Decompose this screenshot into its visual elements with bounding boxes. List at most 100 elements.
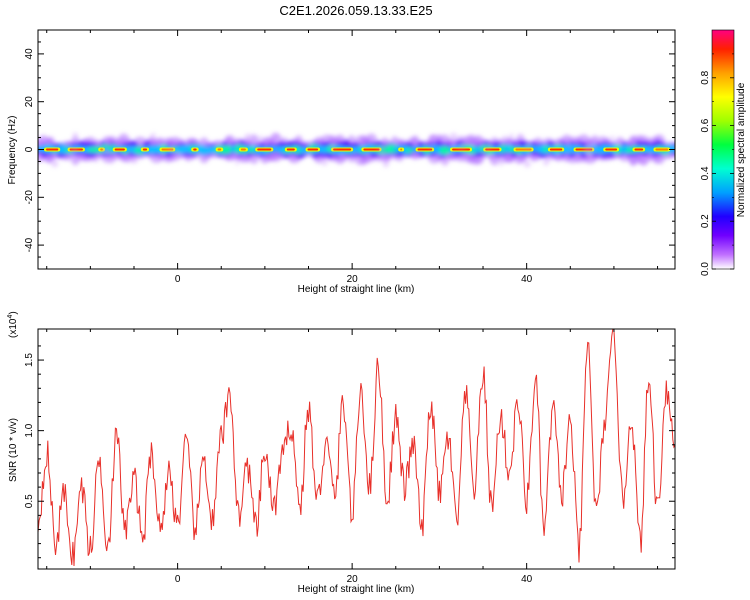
noise-blob (271, 132, 280, 141)
ridge-peak-core (257, 148, 272, 151)
snr-frame (37, 328, 676, 570)
spectrogram-y-tick-label: 0 (24, 146, 35, 152)
ridge-peak-core (286, 148, 295, 151)
noise-blob (290, 158, 294, 163)
noise-blob (70, 146, 79, 155)
noise-blob (168, 146, 175, 153)
colorbar-ticks: 0.0 0.2 0.4 0.6 0.8 (700, 53, 734, 276)
spectrogram-y-tick-label: 40 (24, 48, 35, 60)
noise-blob (509, 133, 514, 138)
noise-blob (382, 161, 390, 168)
snr-panel: 0 20 40 0.5 1.0 1.5 Height of straight line … (7, 311, 676, 595)
noise-blob (503, 135, 508, 139)
noise-blob (130, 156, 138, 164)
spectrogram-heatmap (38, 132, 675, 168)
noise-blob (523, 160, 531, 168)
spectrogram-panel: 0 20 40 -40 -20 0 20 40 Height of straight lin… (7, 29, 676, 295)
snr-y-tick-label: 0.5 (24, 494, 35, 508)
noise-blob (524, 143, 532, 151)
noise-blob (361, 136, 366, 140)
noise-blob (41, 134, 46, 140)
noise-blob (515, 158, 522, 165)
snr-ticks (38, 329, 675, 569)
noise-blob (203, 143, 210, 150)
ridge-peak-core (549, 148, 563, 151)
noise-blob (93, 157, 99, 163)
colorbar-label: Normalized spectral amplitude (736, 82, 747, 217)
colorbar-tick-label: 0.6 (700, 118, 711, 132)
noise-blob (73, 132, 78, 137)
noise-blob (498, 162, 503, 166)
noise-blob (152, 132, 156, 137)
ridge-peak-core (307, 148, 319, 151)
noise-blob (458, 142, 466, 150)
snr-x-tick-label: 40 (521, 574, 533, 585)
snr-y-axis-label: SNR (10 * v/v) (8, 418, 19, 482)
noise-blob (262, 159, 267, 164)
ridge-peak-core (417, 148, 433, 151)
scale-factor-exponent: 4 (7, 315, 14, 319)
spectrogram-ticks (38, 29, 675, 270)
svg-text:(x104): (x104) (7, 311, 19, 338)
noise-blob (489, 153, 497, 161)
colorbar-tick-label: 0.4 (700, 166, 711, 180)
noise-blob (352, 150, 358, 156)
noise-blob (610, 136, 615, 141)
noise-blob (104, 148, 112, 157)
noise-blob (567, 146, 572, 152)
noise-blob (513, 140, 520, 148)
noise-blob (322, 160, 328, 166)
ridge-peak-core (400, 148, 403, 151)
noise-blob (148, 138, 157, 147)
noise-blob (329, 143, 336, 150)
ridge-peak-core (217, 148, 222, 151)
spectrogram-y-tick-label: 20 (24, 96, 35, 108)
spectrogram-x-tick-label: 0 (175, 274, 181, 285)
scale-factor-prefix: (x10 (8, 318, 19, 338)
colorbar-tick-label: 0.0 (700, 262, 711, 276)
spectrogram-y-tick-label: -20 (24, 190, 35, 205)
colorbar-tick-label: 0.8 (700, 70, 711, 84)
spectrogram-y-tick-labels: -40 -20 0 20 40 (24, 48, 35, 252)
noise-blob (65, 142, 72, 149)
noise-blob (107, 139, 114, 146)
noise-blob (235, 161, 239, 165)
spectrogram-y-tick-label: -40 (24, 237, 35, 252)
noise-blob (381, 137, 388, 143)
noise-blob (429, 143, 435, 150)
spectrogram-x-tick-label: 20 (347, 274, 359, 285)
spectrogram-x-tick-labels: 0 20 40 (175, 274, 533, 285)
ridge-peak-core (363, 148, 380, 151)
noise-blob (383, 153, 392, 162)
snr-y-tick-labels: 0.5 1.0 1.5 (24, 353, 35, 509)
noise-blob (504, 153, 512, 161)
snr-x-tick-label: 0 (175, 574, 181, 585)
noise-blob (429, 134, 437, 142)
noise-blob (584, 143, 592, 151)
ridge-mid-blob (223, 145, 233, 152)
colorbar-gradient (712, 30, 734, 269)
snr-x-tick-labels: 0 20 40 (175, 574, 533, 585)
noise-blob (51, 160, 59, 168)
noise-blob (258, 135, 263, 141)
noise-blob (271, 150, 280, 159)
snr-x-tick-label: 20 (347, 574, 359, 585)
noise-blob (284, 153, 288, 157)
noise-blob (481, 149, 486, 154)
noise-blob (450, 132, 458, 140)
ridge-peak-core (193, 148, 197, 151)
noise-blob (83, 138, 89, 144)
chart-title: C2E1.2026.059.13.33.E25 (279, 3, 432, 18)
ridge-peak-core (333, 148, 352, 151)
ridge-mid-blob (404, 147, 414, 153)
scale-factor-close: ) (8, 311, 19, 314)
noise-blob (244, 133, 252, 141)
noise-blob (640, 156, 647, 163)
ridge-mid-blob (320, 146, 329, 154)
ridge-peak-core (46, 148, 59, 151)
noise-blob (190, 138, 198, 146)
noise-blob (522, 157, 527, 162)
ridge-peak-core (240, 148, 246, 151)
snr-y-tick-label: 1.0 (24, 423, 35, 437)
